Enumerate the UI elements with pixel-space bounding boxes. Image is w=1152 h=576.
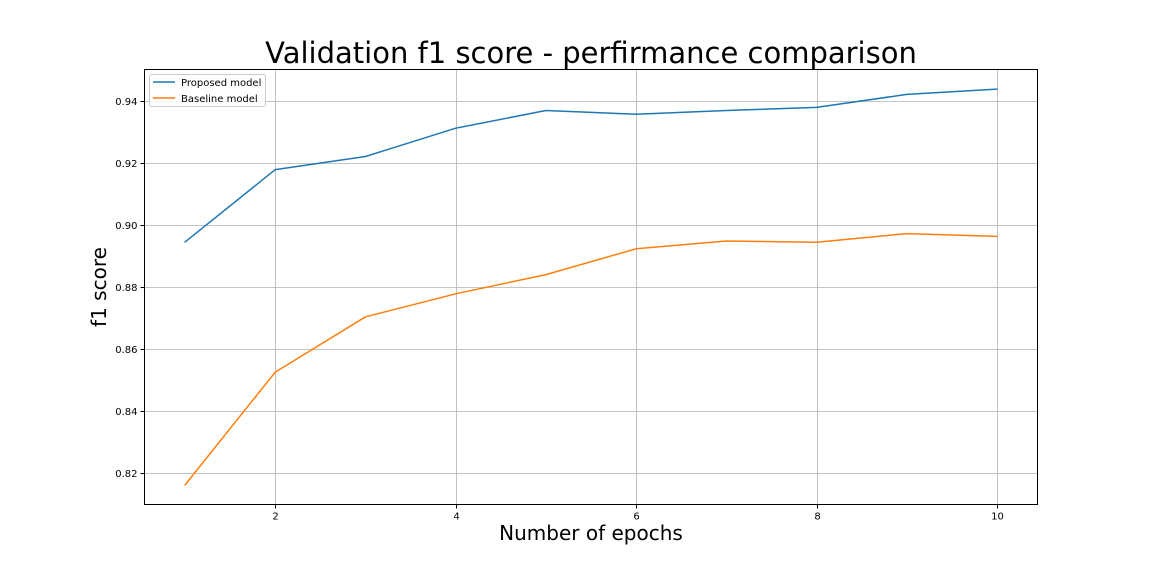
legend-label-baseline-model: Baseline model — [181, 94, 258, 105]
x-tick-label: 10 — [991, 512, 1004, 523]
x-tick-label: 2 — [272, 512, 278, 523]
y-tick-label: 0.84 — [115, 407, 137, 418]
legend: Proposed model Baseline model — [149, 74, 266, 107]
series-layer — [184, 88, 998, 486]
y-tick-label: 0.88 — [115, 283, 137, 294]
y-tick-label: 0.94 — [115, 97, 137, 108]
y-tick-label: 0.82 — [115, 469, 137, 480]
x-tick-label: 4 — [453, 512, 459, 523]
legend-label-proposed-model: Proposed model — [181, 78, 261, 89]
x-tick-label: 8 — [814, 512, 820, 523]
series-line-baseline-model — [184, 232, 998, 486]
y-axis-ticks: 0.82 0.84 0.86 0.88 0.90 0.92 0.94 — [115, 97, 145, 480]
y-tick-label: 0.90 — [115, 221, 137, 232]
series-line-proposed-model — [184, 88, 998, 243]
y-tick-label: 0.86 — [115, 345, 137, 356]
x-axis-ticks: 2 4 6 8 10 — [272, 504, 1004, 523]
x-tick-label: 6 — [633, 512, 639, 523]
y-tick-label: 0.92 — [115, 159, 137, 170]
chart-title: Validation f1 score - perfirmance compar… — [265, 36, 917, 70]
grid — [144, 69, 1038, 505]
plot-area-frame — [144, 69, 1038, 505]
legend-box — [149, 74, 266, 107]
y-axis-label: f1 score — [87, 247, 111, 327]
x-axis-label: Number of epochs — [499, 521, 683, 545]
